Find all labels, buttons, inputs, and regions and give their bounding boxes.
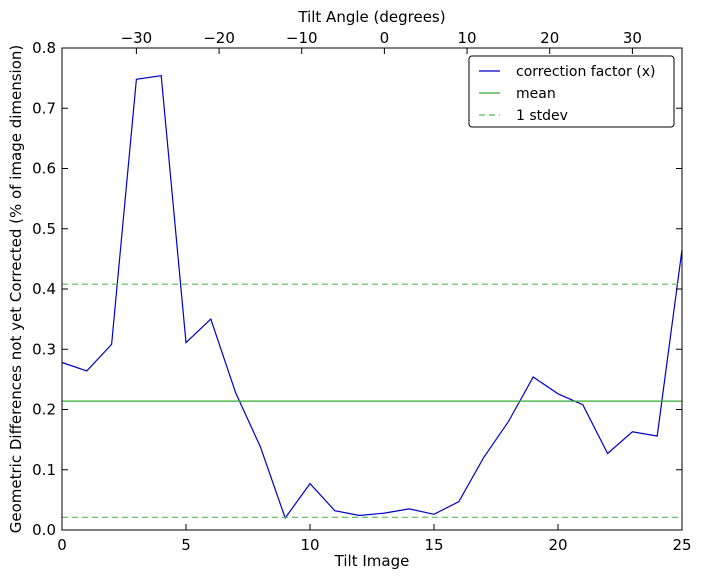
y-tick-label: 0.3 bbox=[32, 340, 56, 358]
legend-label-mean: mean bbox=[516, 86, 556, 102]
x-tick-label: 10 bbox=[300, 536, 319, 554]
axis-ticks: 0 5 10 15 20 25 0.0 0.1 0.2 0.3 0.4 0.5 0.6 0.7 0.8 −30… bbox=[32, 29, 691, 554]
plot-area bbox=[61, 75, 683, 520]
x-tick-label: 20 bbox=[548, 536, 567, 554]
x-axis-label: Tilt Image bbox=[334, 552, 410, 570]
x2-tick-label: 10 bbox=[458, 29, 477, 47]
top-axis-label: Tilt Angle (degrees) bbox=[297, 8, 445, 26]
legend-box bbox=[468, 55, 675, 128]
x-tick-label: 5 bbox=[181, 536, 191, 554]
y-tick-label: 0.1 bbox=[32, 461, 56, 479]
legend-label-stdev: 1 stdev bbox=[516, 108, 568, 124]
x2-tick-label: 0 bbox=[380, 29, 390, 47]
legend-label-correction-factor: correction factor (x) bbox=[516, 64, 655, 80]
y-tick-label: 0.8 bbox=[32, 39, 56, 57]
y-axis-label: Geometric Differences not yet Corrected … bbox=[7, 45, 25, 534]
y-tick-label: 0.6 bbox=[32, 160, 56, 178]
y-tick-label: 0.4 bbox=[32, 280, 56, 298]
x-tick-label: 25 bbox=[672, 536, 691, 554]
series-line-0 bbox=[61, 75, 683, 520]
y-tick-label: 0.7 bbox=[32, 99, 56, 117]
x2-tick-label: −30 bbox=[121, 29, 153, 47]
x2-tick-label: −20 bbox=[203, 29, 235, 47]
x-tick-label: 0 bbox=[57, 536, 67, 554]
legend: correction factor (x) mean 1 stdev bbox=[468, 55, 675, 128]
x2-tick-label: 30 bbox=[623, 29, 642, 47]
y-tick-label: 0.5 bbox=[32, 220, 56, 238]
x2-tick-label: 20 bbox=[540, 29, 559, 47]
x2-tick-label: −10 bbox=[286, 29, 318, 47]
y-tick-label: 0.0 bbox=[32, 521, 56, 539]
y-tick-label: 0.2 bbox=[32, 401, 56, 419]
x-tick-label: 15 bbox=[424, 536, 443, 554]
